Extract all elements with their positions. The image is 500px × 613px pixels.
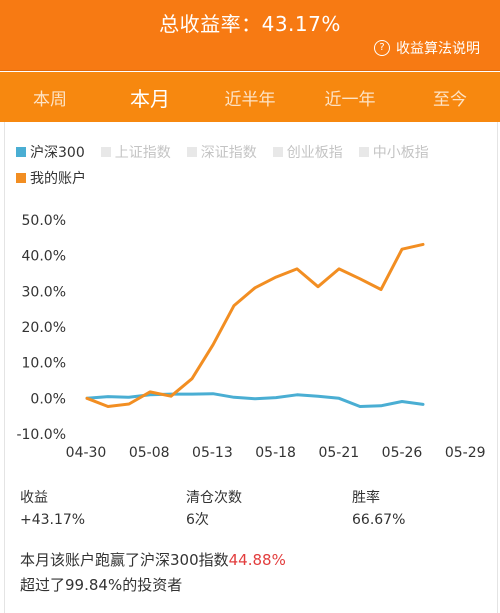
legend-item-sme-index[interactable]: 中小板指 xyxy=(358,142,429,162)
legend-item-shanghai-index[interactable]: 上证指数 xyxy=(100,142,171,162)
stat-win-rate-value: 66.67% xyxy=(352,512,406,528)
chart-legend: 沪深300 上证指数 深证指数 创业板指 中小板指 我的账户 xyxy=(16,142,486,194)
y-tick-label: 20.0% xyxy=(22,320,66,336)
stat-clearances-label: 清仓次数 xyxy=(186,490,242,506)
x-tick-label: 05-13 xyxy=(192,445,233,461)
question-circle-icon: ? xyxy=(374,40,390,56)
x-tick-label: 05-08 xyxy=(129,445,170,461)
tab-this-week[interactable]: 本周 xyxy=(33,89,67,110)
legend-item-chinext-index[interactable]: 创业板指 xyxy=(272,142,343,162)
legend-item-hs300[interactable]: 沪深300 xyxy=(16,142,85,162)
return-card xyxy=(4,122,498,613)
period-tabs: 本周 本月 近半年 近一年 至今 xyxy=(0,72,500,122)
summary-beat-index-text: 本月该账户跑赢了沪深300指数 xyxy=(20,551,229,569)
legend-swatch-shenzhen-index xyxy=(186,147,197,157)
legend-swatch-shanghai-index xyxy=(100,147,111,157)
total-return-title: 总收益率：43.17% xyxy=(159,12,341,36)
stat-profit-value: +43.17% xyxy=(20,512,86,528)
stat-win-rate-label: 胜率 xyxy=(352,490,380,506)
x-tick-label: 05-21 xyxy=(318,445,359,461)
return-line-chart: 50.0% 40.0% 30.0% 20.0% 10.0% 0.0% -10.0%04-30… xyxy=(16,213,486,461)
legend-swatch-my-account xyxy=(16,173,26,183)
y-tick-label: 0.0% xyxy=(30,391,66,407)
summary-beat-index-value: 44.88% xyxy=(228,551,286,569)
y-tick-label: -10.0% xyxy=(16,427,66,443)
tab-this-month[interactable]: 本月 xyxy=(130,86,170,111)
x-tick-label: 04-30 xyxy=(66,445,107,461)
y-tick-label: 50.0% xyxy=(22,213,66,229)
stat-clearances-value: 6次 xyxy=(186,512,209,528)
legend-swatch-sme-index xyxy=(358,147,369,157)
y-tick-label: 30.0% xyxy=(22,284,66,300)
x-tick-label: 05-26 xyxy=(382,445,423,461)
y-tick-label: 10.0% xyxy=(22,356,66,372)
summary-percentile-text: 超过了99.84%的投资者 xyxy=(20,576,183,594)
stat-win-rate: 胜率 66.67% xyxy=(352,487,405,531)
help-label: 收益算法说明 xyxy=(396,41,480,57)
stat-clearances: 清仓次数 6次 xyxy=(186,487,352,531)
legend-item-my-account[interactable]: 我的账户 xyxy=(16,168,86,188)
stats-row: 收益 +43.17% 清仓次数 6次 胜率 66.67% xyxy=(20,487,480,531)
header-bar: 总收益率：43.17% ? 收益算法说明 xyxy=(0,0,500,71)
y-tick-label: 40.0% xyxy=(22,249,66,265)
tab-to-date[interactable]: 至今 xyxy=(433,89,467,110)
tab-one-year[interactable]: 近一年 xyxy=(324,89,376,110)
legend-swatch-hs300 xyxy=(16,147,26,157)
stat-profit: 收益 +43.17% xyxy=(20,487,186,531)
series-line-my-account xyxy=(85,242,425,408)
x-tick-label: 05-18 xyxy=(255,445,296,461)
return-algorithm-help-link[interactable]: ? 收益算法说明 xyxy=(374,38,480,58)
tab-half-year[interactable]: 近半年 xyxy=(224,89,276,110)
performance-summary: 本月该账户跑赢了沪深300指数44.88% 超过了99.84%的投资者 xyxy=(20,548,480,598)
stat-profit-label: 收益 xyxy=(20,490,48,506)
legend-item-shenzhen-index[interactable]: 深证指数 xyxy=(186,142,257,162)
legend-swatch-chinext-index xyxy=(272,147,283,157)
x-tick-label: 05-29 xyxy=(445,445,486,461)
